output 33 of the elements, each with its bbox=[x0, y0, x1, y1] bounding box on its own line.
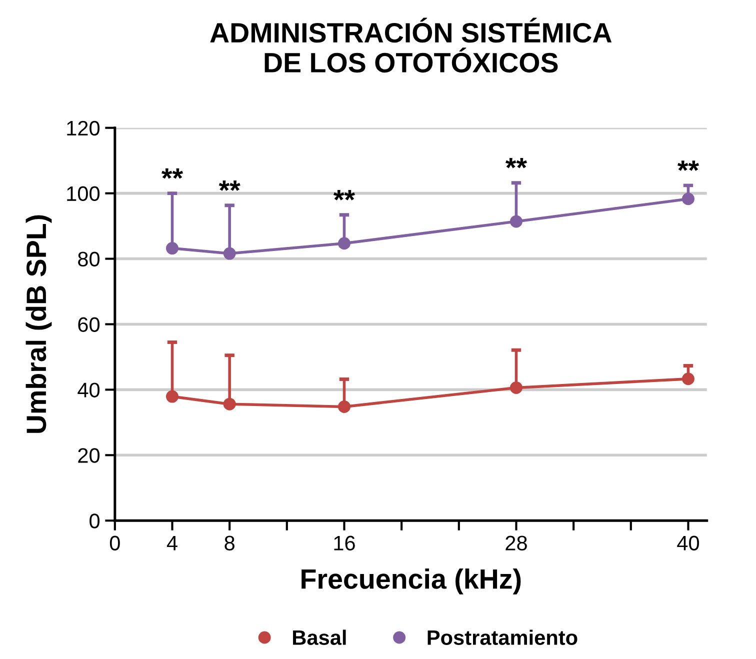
y-tick-label: 60 bbox=[78, 317, 100, 332]
x-tick-label: 28 bbox=[506, 536, 527, 550]
point bbox=[682, 372, 694, 386]
y-tick-label: 20 bbox=[78, 448, 100, 463]
point bbox=[338, 237, 350, 250]
y-tick-label: 100 bbox=[67, 186, 100, 202]
annotation: ** bbox=[334, 190, 356, 200]
point bbox=[166, 242, 178, 255]
x-tick-label: 16 bbox=[334, 536, 355, 550]
y-tick-label: 0 bbox=[90, 514, 100, 528]
y-tick-label: 80 bbox=[78, 252, 100, 267]
x-tick-label: 8 bbox=[224, 536, 234, 550]
chart-title: ADMINISTRACIÓN SISTÉMICA DE LOS OTOTÓXICOS bbox=[210, 18, 612, 73]
point bbox=[510, 215, 522, 228]
y-axis-title: Umbral (dB SPL) bbox=[26, 215, 52, 433]
annotation: ** bbox=[678, 160, 700, 171]
x-axis-title: Frecuencia (kHz) bbox=[302, 568, 521, 594]
point bbox=[338, 400, 350, 413]
annotation: ** bbox=[162, 168, 184, 179]
x-tick-label: 0 bbox=[110, 536, 120, 550]
y-tick-label: 120 bbox=[67, 120, 100, 136]
y-tick-label: 40 bbox=[78, 382, 100, 398]
annotation: ** bbox=[218, 180, 240, 191]
point bbox=[166, 390, 178, 403]
x-tick-label: 4 bbox=[166, 536, 178, 550]
annotation: ** bbox=[506, 158, 528, 168]
legend-label: Basal bbox=[293, 630, 346, 645]
x-tick-label: 40 bbox=[677, 536, 699, 550]
point bbox=[223, 247, 236, 260]
point bbox=[510, 381, 522, 394]
point bbox=[682, 192, 694, 206]
point bbox=[223, 398, 236, 410]
legend-label: Postratamiento bbox=[428, 630, 578, 645]
